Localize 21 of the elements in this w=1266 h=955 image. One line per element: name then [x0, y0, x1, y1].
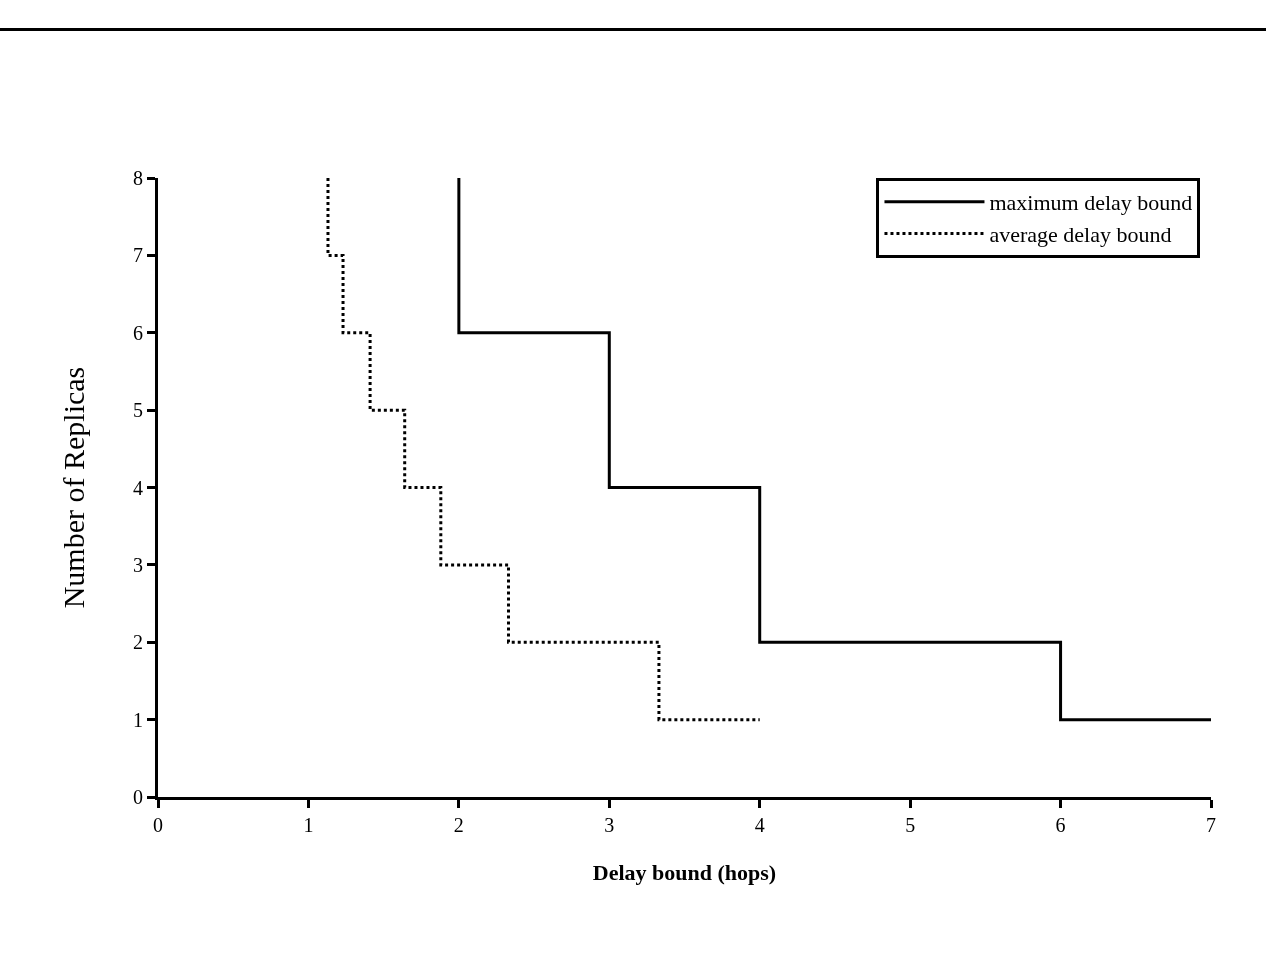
x-tick-label: 7 — [1206, 814, 1216, 836]
y-tick-label: 7 — [133, 244, 143, 267]
x-axis-title: Delay bound (hops) — [592, 859, 777, 885]
y-tick-label: 1 — [133, 708, 143, 731]
y-tick-label: 2 — [133, 631, 143, 654]
x-tick-label: 0 — [153, 814, 163, 836]
x-tick-label: 5 — [905, 814, 916, 836]
x-tick-label: 3 — [604, 814, 615, 836]
legend-label: maximum delay bound — [989, 190, 1193, 216]
y-tick-label: 6 — [133, 321, 143, 344]
x-tick-label: 6 — [1055, 814, 1066, 836]
y-tick-label: 3 — [133, 553, 143, 576]
legend-label: average delay bound — [989, 221, 1172, 247]
y-tick-label: 0 — [133, 786, 143, 808]
x-tick-label: 2 — [453, 814, 464, 836]
y-axis-title: Number of Replicas — [57, 366, 90, 609]
y-tick-label: 4 — [133, 476, 143, 499]
x-tick-label: 4 — [754, 814, 765, 836]
y-tick-label: 5 — [133, 399, 143, 422]
x-tick-label: 1 — [303, 814, 314, 836]
y-tick-label: 8 — [133, 167, 143, 189]
